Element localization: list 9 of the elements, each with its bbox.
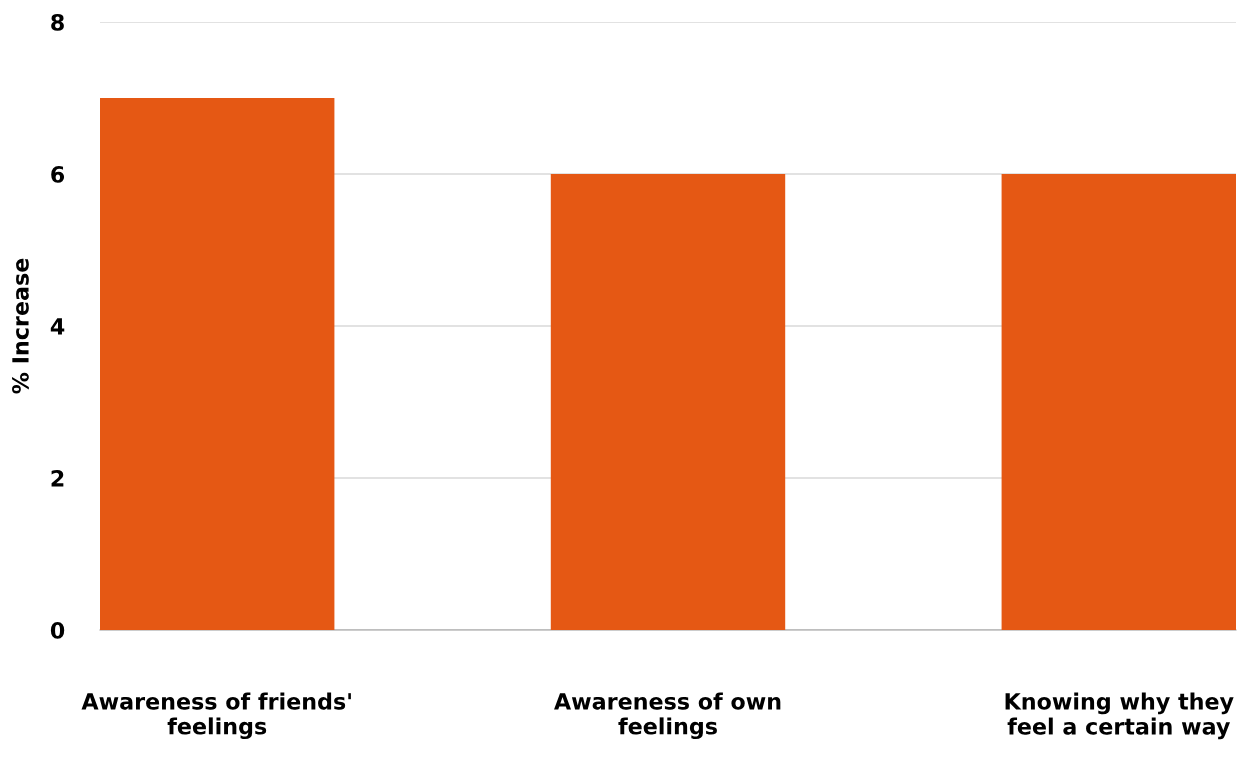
x-tick-label: Awareness of friends' feelings <box>81 692 351 740</box>
x-tick-label: Knowing why they feel a certain way <box>1005 692 1234 740</box>
y-tick-label: 6 <box>51 165 65 183</box>
y-tick-label: 2 <box>51 469 64 487</box>
y-tick-label: 4 <box>50 318 65 335</box>
y-tick-label: 0 <box>50 621 65 639</box>
y-tick-label: 8 <box>51 13 64 31</box>
x-tick-label: Awareness of own feelings <box>554 692 781 740</box>
y-axis-title: % Increase <box>12 258 29 394</box>
